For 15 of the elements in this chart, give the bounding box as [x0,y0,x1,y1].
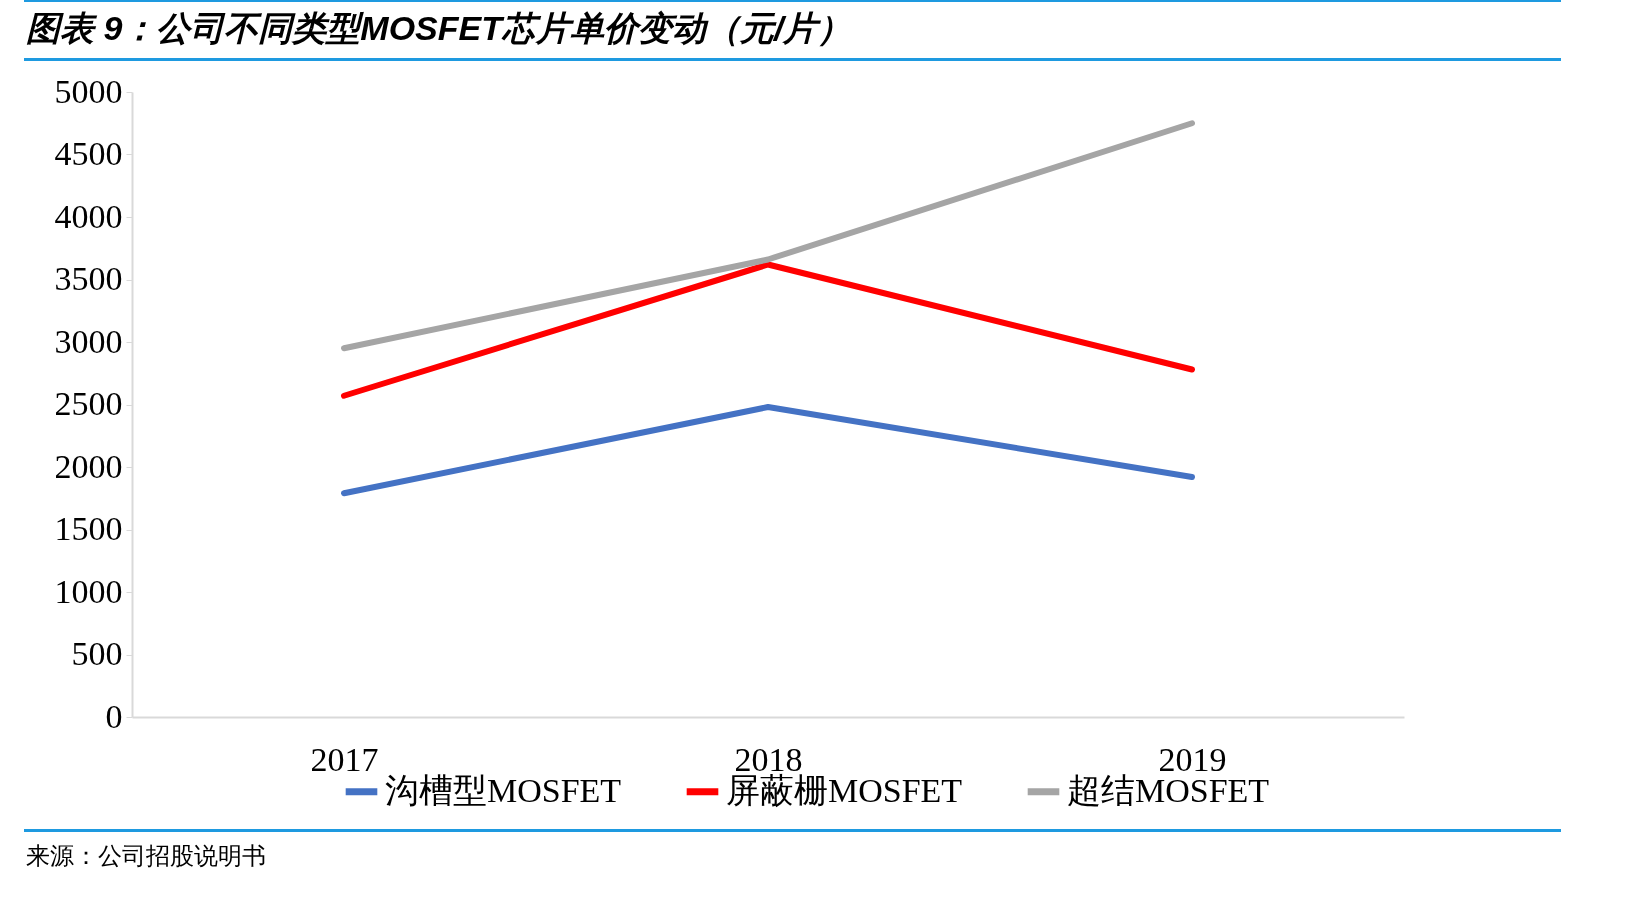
y-tick-label: 1500 [54,510,123,547]
x-tick-label: 2017 [310,740,379,778]
y-tick-label: 1000 [54,572,123,610]
y-tick-label: 5000 [54,72,123,110]
chart-title: 图表 9：公司不同类型MOSFET芯片单价变动（元/片） [24,0,1561,61]
y-tick-label: 0 [105,697,123,735]
source-note: 来源：公司招股说明书 [24,829,1561,872]
y-tick-label: 2000 [54,447,123,485]
y-tick-label: 500 [71,635,123,672]
y-tick-label: 3500 [54,260,123,297]
y-tick-label: 4500 [54,135,123,172]
y-tick-label: 2500 [54,385,123,422]
y-tick-label: 4000 [54,197,123,235]
legend-label: 沟槽型MOSFET [385,771,622,809]
y-tick-label: 3000 [54,322,123,360]
